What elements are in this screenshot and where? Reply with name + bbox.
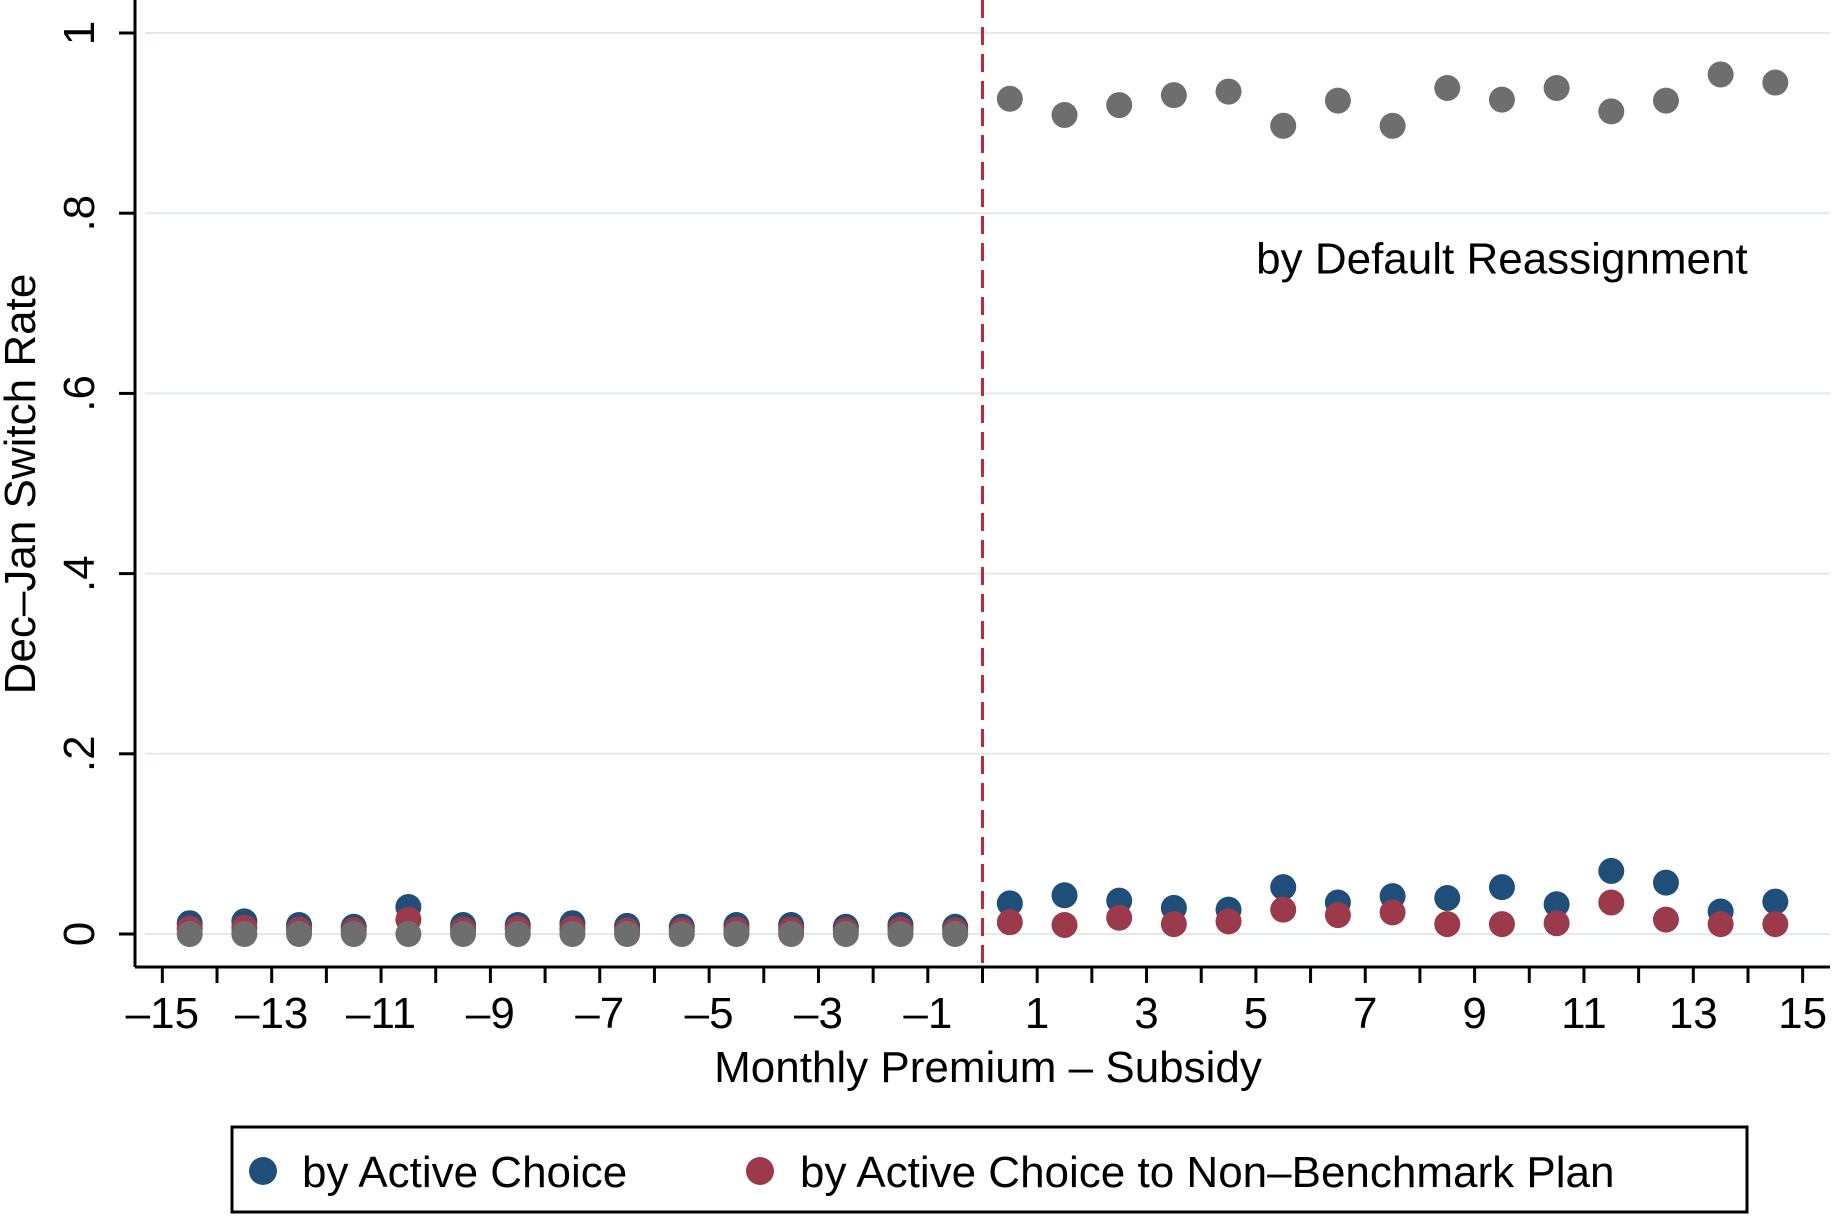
point-non-benchmark [1106,904,1133,931]
point-default-reassignment [1106,92,1133,119]
point-default-reassignment [504,921,531,947]
x-tick-label: –11 [346,989,416,1038]
legend: by Active Choice by Active Choice to Non… [230,1125,1749,1214]
legend-box [230,1125,1749,1214]
x-tick-label: –7 [575,989,624,1038]
y-axis-title: Dec–Jan Switch Rate [0,274,45,695]
point-active-choice [1652,869,1679,896]
y-tick-label: .2 [55,735,104,772]
point-non-benchmark [1051,911,1078,938]
x-tick-label: –15 [126,989,199,1038]
point-active-choice [1270,874,1297,901]
y-tick-label: 0 [55,922,104,946]
point-active-choice [996,890,1023,917]
x-tick-label: 13 [1669,989,1718,1038]
annotation-default-reassignment: by Default Reassignment [1256,234,1748,283]
point-default-reassignment [395,921,422,947]
point-default-reassignment [1379,112,1406,139]
point-non-benchmark [1270,896,1297,923]
point-default-reassignment [340,921,367,947]
point-default-reassignment [614,921,641,947]
point-non-benchmark [1652,906,1679,933]
point-default-reassignment [1543,74,1570,101]
x-tick-label: 11 [1561,989,1607,1038]
x-tick-label: 9 [1462,989,1486,1038]
point-active-choice [1488,874,1515,901]
point-non-benchmark [1434,911,1461,938]
point-non-benchmark [1160,911,1187,938]
point-default-reassignment [778,921,805,947]
legend-label-non-benchmark: by Active Choice to Non–Benchmark Plan [800,1148,1614,1197]
y-tick-label: 1 [55,21,104,45]
x-tick-label: 5 [1244,989,1268,1038]
point-default-reassignment [1707,61,1734,88]
point-default-reassignment [1598,98,1625,125]
point-default-reassignment [559,921,586,947]
point-default-reassignment [1160,82,1187,109]
gridlines [145,32,1830,935]
y-tick-label: .8 [55,195,104,232]
point-active-choice [1762,888,1789,915]
x-tick-label: –3 [794,989,843,1038]
data-points [176,61,1789,947]
point-active-choice [1434,884,1461,911]
y-tick-label: .4 [55,555,104,592]
point-default-reassignment [176,921,203,947]
point-non-benchmark [1598,889,1625,916]
x-tick-label: –9 [466,989,515,1038]
x-axis-title: Monthly Premium – Subsidy [714,1043,1262,1092]
x-tick-label: –5 [685,989,734,1038]
point-default-reassignment [996,85,1023,112]
point-non-benchmark [1707,911,1734,938]
point-non-benchmark [1543,910,1570,937]
y-tick-label: .6 [55,375,104,412]
point-active-choice [1051,882,1078,909]
point-default-reassignment [887,921,914,947]
point-default-reassignment [1434,74,1461,101]
x-tick-label: 1 [1025,989,1049,1038]
legend-marker-non-benchmark [746,1157,774,1185]
point-active-choice [1598,857,1625,884]
point-non-benchmark [1762,911,1789,938]
point-default-reassignment [942,921,969,947]
x-tick-label: –13 [235,989,308,1038]
point-default-reassignment [832,921,859,947]
point-default-reassignment [1051,101,1078,128]
point-default-reassignment [1270,112,1297,139]
point-default-reassignment [286,921,313,947]
legend-label-active-choice: by Active Choice [302,1148,627,1197]
point-non-benchmark [1488,911,1515,938]
axes: 0.2.4.6.81–15 –13 –11 –9 –7 –5 –3 –1 1 3 5 7 9 11 13 15 [55,0,1830,1038]
point-default-reassignment [1215,78,1242,105]
point-default-reassignment [1762,69,1789,96]
point-non-benchmark [1379,899,1406,926]
point-non-benchmark [1215,908,1242,935]
x-tick-label: –1 [903,989,952,1038]
point-default-reassignment [450,921,477,947]
point-default-reassignment [231,921,258,947]
point-default-reassignment [668,921,695,947]
x-tick-label: 15 [1778,989,1827,1038]
point-active-choice [1543,891,1570,918]
legend-marker-active-choice [249,1157,277,1185]
point-default-reassignment [1324,87,1351,114]
point-default-reassignment [1652,87,1679,114]
point-non-benchmark [1324,902,1351,929]
point-non-benchmark [996,909,1023,936]
point-default-reassignment [1488,86,1515,113]
x-tick-label: 7 [1353,989,1377,1038]
point-default-reassignment [723,921,750,947]
x-tick-label: 3 [1134,989,1158,1038]
